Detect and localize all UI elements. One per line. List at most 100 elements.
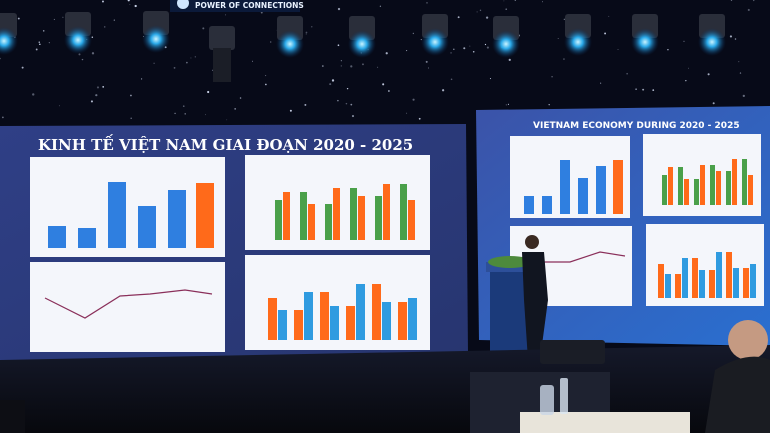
decor-bar xyxy=(742,159,747,205)
star xyxy=(385,52,388,55)
star xyxy=(489,78,492,80)
decor-bar xyxy=(400,184,407,240)
star xyxy=(600,82,602,84)
star xyxy=(563,58,565,60)
decor-bar xyxy=(578,178,588,214)
star xyxy=(683,40,685,42)
decor-bar xyxy=(196,183,214,248)
star xyxy=(476,11,478,13)
banner xyxy=(170,0,300,12)
star xyxy=(551,76,553,78)
star xyxy=(734,38,737,40)
decor-bar xyxy=(684,179,689,205)
star xyxy=(207,90,210,94)
decor-bar xyxy=(613,160,623,214)
star xyxy=(412,32,415,35)
decor-bar xyxy=(675,274,681,298)
star xyxy=(729,35,733,38)
decor-bar xyxy=(662,175,667,205)
star xyxy=(738,61,740,63)
star xyxy=(38,41,40,43)
star xyxy=(642,88,645,91)
star xyxy=(337,7,341,11)
decor-bar xyxy=(398,302,407,340)
decor-bar xyxy=(48,226,66,248)
decor-bar xyxy=(333,188,340,240)
star xyxy=(305,31,308,34)
light-glow xyxy=(0,27,18,55)
star xyxy=(194,56,196,58)
star xyxy=(626,72,628,75)
star xyxy=(202,27,205,30)
bottle xyxy=(560,378,568,414)
star xyxy=(753,0,755,2)
decor-bar xyxy=(726,252,732,298)
speaker-head xyxy=(525,235,539,249)
star xyxy=(730,0,733,1)
star xyxy=(379,5,382,7)
decor-bar xyxy=(743,268,749,298)
decor-bar xyxy=(692,258,698,298)
star xyxy=(362,63,364,66)
star xyxy=(127,0,130,2)
star xyxy=(251,60,253,62)
audience-head xyxy=(728,320,768,360)
decor-bar xyxy=(350,188,357,240)
star xyxy=(331,79,335,82)
star xyxy=(503,0,505,2)
decor-bar xyxy=(408,298,417,340)
star xyxy=(563,18,565,20)
star xyxy=(382,83,385,86)
right-screen-title: VIETNAM ECONOMY DURING 2020 - 2025 xyxy=(533,121,740,131)
decor-bar xyxy=(542,196,552,214)
star xyxy=(1,116,4,119)
star xyxy=(289,109,292,112)
star xyxy=(129,4,131,5)
light-glow xyxy=(64,26,92,54)
star xyxy=(484,43,487,46)
glass xyxy=(540,385,554,415)
star xyxy=(174,112,176,115)
star xyxy=(311,26,313,28)
decor-bar xyxy=(709,270,715,298)
foreground-object xyxy=(0,400,25,433)
left-charts: Nguồn: TCTK, TCHQ, Bộ CT xyxy=(30,155,430,360)
star xyxy=(265,75,267,77)
star xyxy=(350,103,353,106)
star xyxy=(707,73,710,76)
decor-bar xyxy=(665,274,671,298)
star xyxy=(35,48,38,51)
decor-bar xyxy=(330,306,339,340)
star xyxy=(508,58,511,61)
banner-logo xyxy=(177,0,189,9)
star xyxy=(321,65,324,67)
star xyxy=(304,103,307,106)
decor-bar xyxy=(750,264,756,298)
star xyxy=(617,48,619,50)
decor-bar xyxy=(268,298,277,340)
star xyxy=(742,94,745,97)
star xyxy=(557,37,559,39)
star xyxy=(463,47,466,50)
decor-bar xyxy=(294,310,303,340)
star xyxy=(32,93,35,96)
decor-bar xyxy=(658,264,664,298)
star xyxy=(53,18,55,20)
decor-bar xyxy=(300,192,307,240)
light-glow xyxy=(631,28,659,56)
star xyxy=(472,51,475,53)
star xyxy=(541,1,543,3)
decor-bar xyxy=(694,179,699,205)
star xyxy=(406,50,408,52)
star xyxy=(441,89,445,92)
decor-bar xyxy=(375,196,382,240)
decor-bar xyxy=(304,292,313,340)
decor-bar xyxy=(408,200,415,240)
speaker-body xyxy=(522,252,548,360)
star xyxy=(350,65,353,68)
star xyxy=(485,16,489,19)
star xyxy=(96,86,100,89)
star xyxy=(81,58,84,61)
flowers xyxy=(488,256,532,268)
